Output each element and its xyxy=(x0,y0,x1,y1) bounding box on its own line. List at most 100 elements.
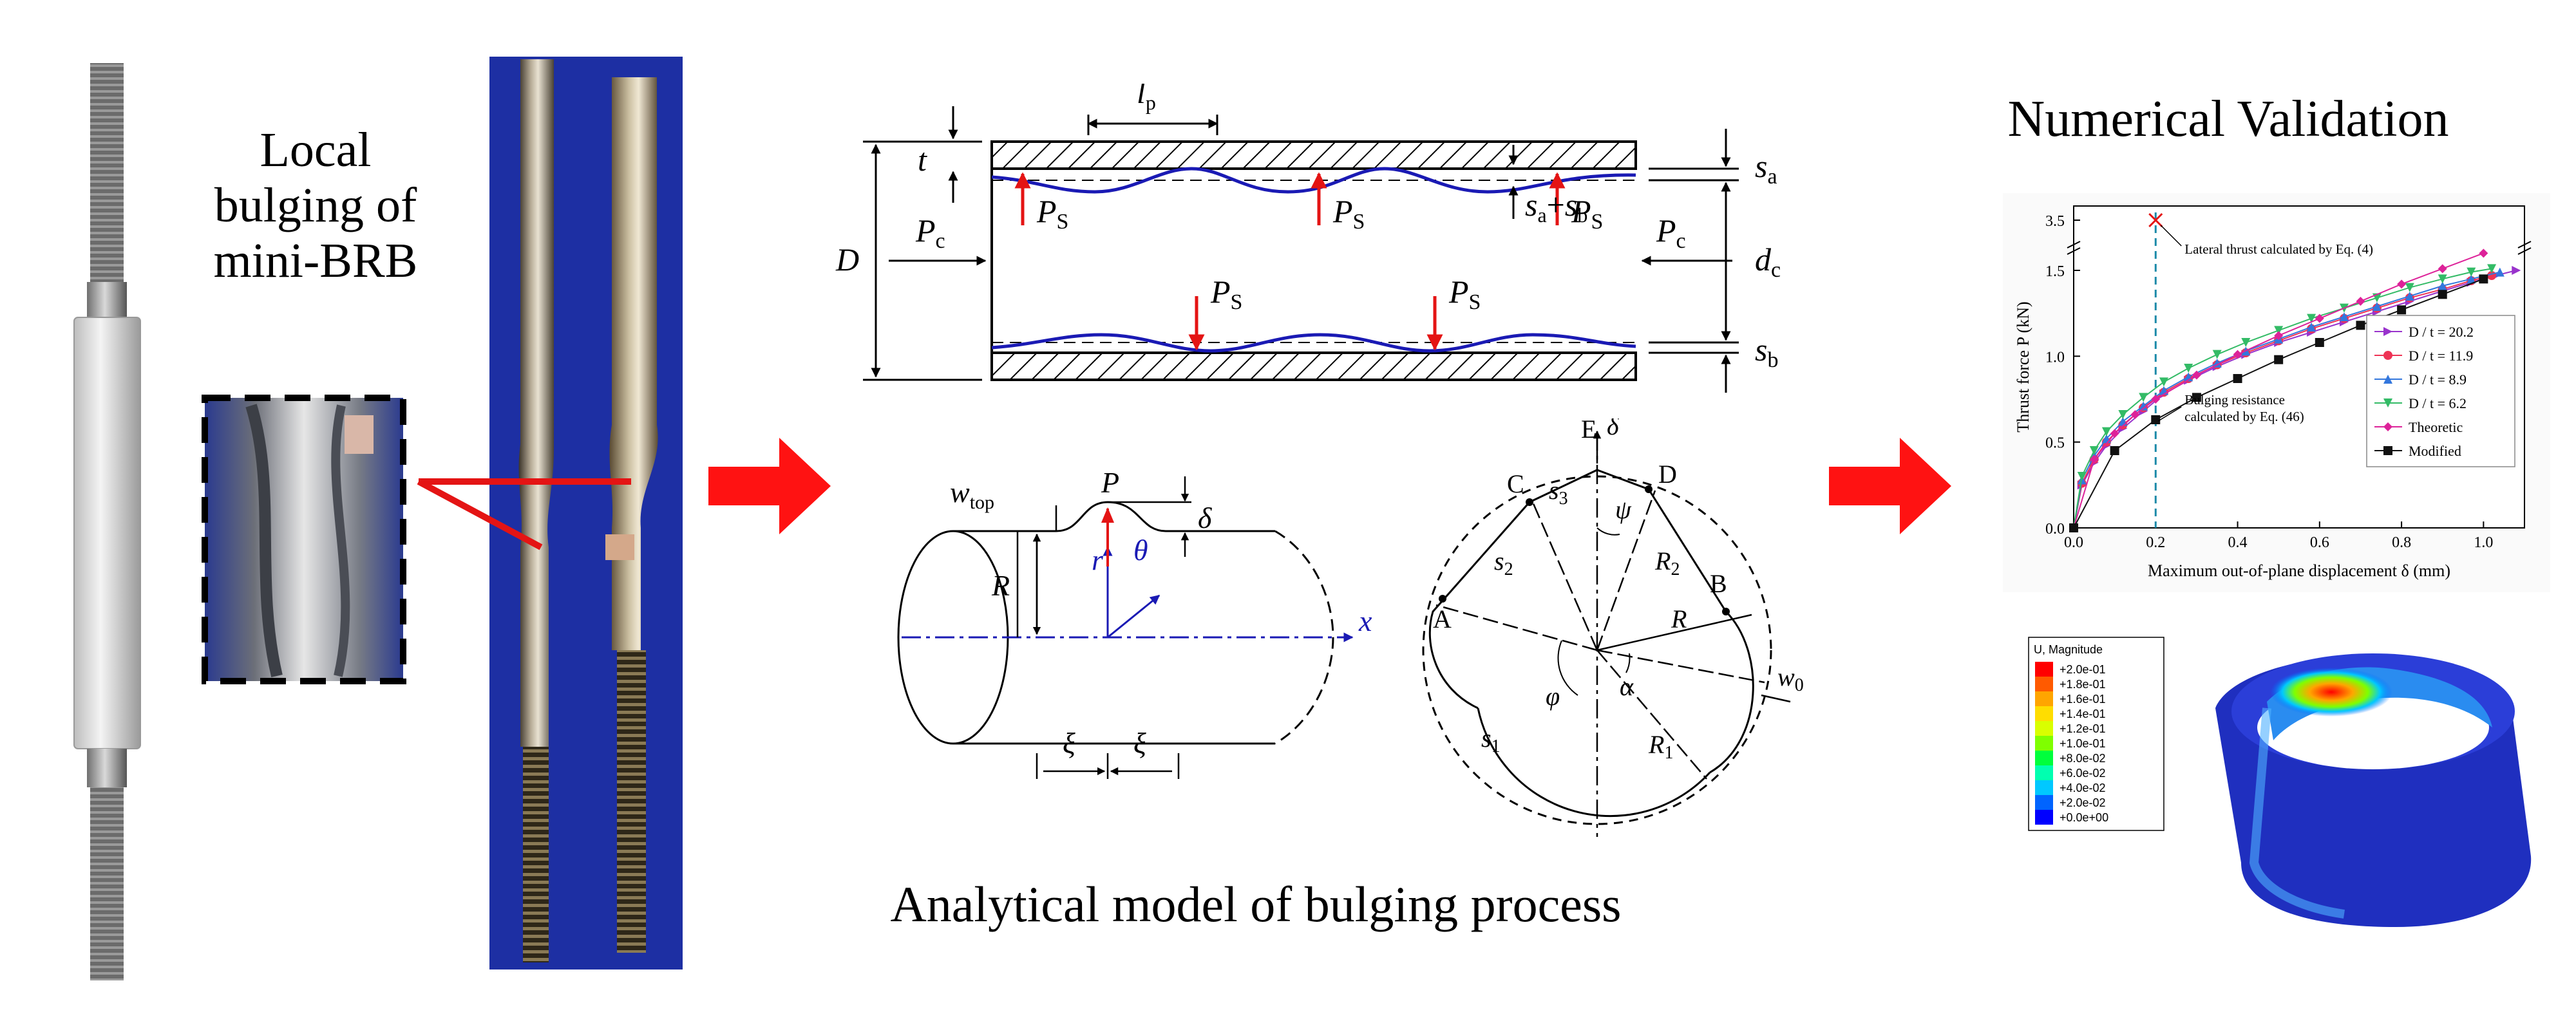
data-point xyxy=(2372,302,2382,311)
data-point xyxy=(2438,264,2447,274)
label-theta: θ xyxy=(1133,534,1148,567)
cross-section-diagram: E δ C D s3 ψ s2 R2 B A R α φ w0 s1 R1 xyxy=(1422,418,1804,837)
y-axis-label: Thrust force P (kN) xyxy=(2014,301,2032,432)
label-xi-left: ξ xyxy=(1063,727,1075,760)
series-line xyxy=(2073,268,2492,529)
data-point xyxy=(2184,364,2193,373)
inset-pointer-lines xyxy=(417,478,631,550)
label-sa-plus-sb: sa+sb xyxy=(1525,187,1587,227)
axis-break-mark xyxy=(2517,247,2532,255)
legend-label: D / t = 11.9 xyxy=(2409,348,2473,364)
label-C: C xyxy=(1507,469,1524,498)
label-ps-1: PS xyxy=(1036,193,1068,234)
data-point xyxy=(2479,274,2488,284)
label-B: B xyxy=(1710,569,1727,598)
data-point xyxy=(2274,355,2284,364)
contour-value-label: +4.0e-02 xyxy=(2060,782,2106,794)
cylinder-diagram: wtop P δ R r θ x ξ ξ xyxy=(897,466,1372,779)
annotation-leader xyxy=(2160,225,2182,247)
label-lp: lp xyxy=(1137,84,1156,114)
contour-value-label: +1.6e-01 xyxy=(2060,693,2106,706)
bulging-annotation-line-1: Bulging resistance xyxy=(2184,392,2285,407)
legend-label: Modified xyxy=(2409,443,2461,459)
data-point xyxy=(2383,327,2392,336)
label-t: t xyxy=(918,142,927,178)
label-R2: R2 xyxy=(1654,547,1680,579)
data-point xyxy=(2110,446,2119,455)
label-ps-4: PS xyxy=(1210,274,1242,314)
label-D: D xyxy=(1658,460,1677,489)
series-d-t-6-2 xyxy=(2069,264,2497,532)
contour-color-swatch xyxy=(2035,795,2053,810)
label-delta: δ xyxy=(1607,418,1620,440)
data-point xyxy=(2151,395,2161,404)
label-x: x xyxy=(1358,604,1372,637)
label-R: R xyxy=(991,569,1010,602)
data-point xyxy=(2397,279,2407,289)
data-point xyxy=(2315,314,2324,323)
contour-value-label: +2.0e-02 xyxy=(2060,796,2106,809)
label-wtop: wtop xyxy=(950,476,994,513)
thrust-force-chart: 0.0 0.5 1.0 1.5 3.5 0.0 0.2 0.4 0.6 0.8 1.0 Maximum… xyxy=(2003,193,2550,592)
contour-color-swatch xyxy=(2035,706,2053,721)
data-point xyxy=(2139,401,2148,411)
contour-color-swatch xyxy=(2035,765,2053,780)
left-panel-graphics xyxy=(73,57,683,980)
data-point xyxy=(2151,415,2161,424)
contour-value-label: +1.4e-01 xyxy=(2060,707,2106,720)
data-point xyxy=(2077,472,2087,481)
x-tick-label: 0.2 xyxy=(2146,534,2165,551)
bulging-inset-photo xyxy=(202,395,406,684)
label-r: r xyxy=(1092,543,1104,576)
contour-color-swatch xyxy=(2035,736,2053,751)
data-point xyxy=(2274,326,2284,335)
contour-legend: U, Magnitude +2.0e-01 +1.8e-01 +1.6e-01+1.4… xyxy=(2034,643,2108,825)
data-point xyxy=(2089,454,2099,464)
x-tick-label: 0.6 xyxy=(2310,534,2329,551)
data-point xyxy=(2110,429,2119,438)
label-ps-2: PS xyxy=(1332,193,1365,234)
bulging-annotation-line-2: calculated by Eq. (46) xyxy=(2184,409,2304,424)
contour-color-swatch xyxy=(2035,780,2053,795)
label-ps-3: PS xyxy=(1571,193,1603,234)
data-point xyxy=(2307,314,2316,323)
data-point xyxy=(2383,398,2392,407)
data-point xyxy=(2438,281,2447,290)
data-point xyxy=(2069,523,2078,532)
label-sb: sb xyxy=(1755,332,1778,372)
data-point xyxy=(2089,446,2099,455)
local-bulging-title: Local bulging of mini-BRB xyxy=(193,122,438,288)
fe-contour-panel: U, Magnitude +2.0e-01 +1.8e-01 +1.6e-01+1.4… xyxy=(2028,637,2532,927)
axis-break-mark xyxy=(2517,241,2532,248)
label-s2: s2 xyxy=(1494,547,1513,579)
label-psi: ψ xyxy=(1615,495,1632,524)
data-point xyxy=(2315,338,2324,347)
series-theoretic xyxy=(2069,248,2488,532)
title-line-3: mini-BRB xyxy=(213,234,418,288)
data-point xyxy=(2159,377,2168,387)
contour-value-label: +8.0e-02 xyxy=(2060,752,2106,765)
legend-box xyxy=(2366,315,2515,467)
annotation-leader xyxy=(2157,406,2182,422)
contour-value-label: +1.2e-01 xyxy=(2060,722,2106,735)
data-point xyxy=(2383,446,2392,455)
data-point xyxy=(2118,410,2128,419)
label-xi-right: ξ xyxy=(1133,727,1146,760)
label-pc-right: Pc xyxy=(1656,212,1686,253)
data-point xyxy=(2212,350,2222,359)
label-w0: w0 xyxy=(1777,662,1804,695)
label-ps-5: PS xyxy=(1448,274,1481,314)
label-P: P xyxy=(1101,466,1119,499)
title-line-1: Local xyxy=(260,123,372,177)
data-point xyxy=(2467,274,2476,284)
contour-value-label: +1.0e-01 xyxy=(2060,737,2106,750)
series-modified xyxy=(2069,274,2488,532)
y-tick-label: 1.5 xyxy=(2045,263,2065,280)
contour-color-swatch xyxy=(2035,677,2053,691)
contour-color-swatch xyxy=(2035,721,2053,736)
numerical-validation-title: Numerical Validation xyxy=(2007,91,2449,147)
arrow-2 xyxy=(1829,438,1951,534)
x-tick-label: 0.8 xyxy=(2392,534,2411,551)
data-point xyxy=(2405,283,2414,292)
